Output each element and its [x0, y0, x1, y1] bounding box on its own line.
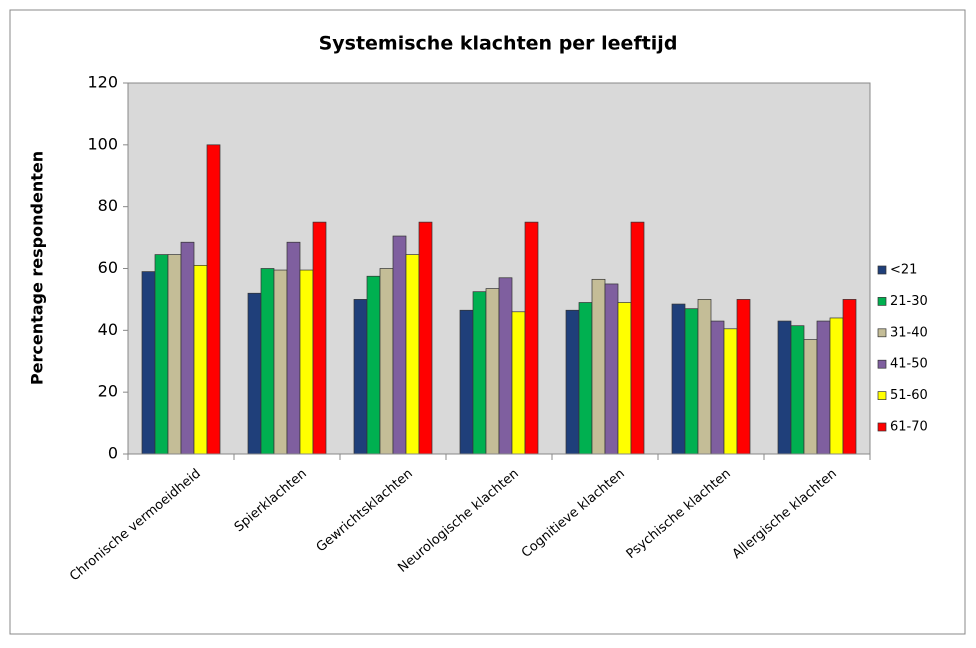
bar	[379, 268, 394, 455]
bar	[736, 299, 751, 455]
y-tick-label: 40	[98, 320, 118, 339]
bar	[630, 221, 645, 455]
legend-label: <21	[890, 263, 917, 278]
bar	[247, 292, 262, 455]
legend-swatch	[877, 422, 887, 432]
bar	[816, 320, 831, 455]
legend-swatch	[877, 328, 887, 338]
bar	[723, 328, 738, 455]
legend-label: 51-60	[890, 388, 928, 403]
bar	[829, 317, 844, 455]
bar	[684, 308, 699, 455]
legend-label: 61-70	[890, 420, 928, 435]
bar	[299, 269, 314, 455]
bar	[459, 309, 474, 455]
bar	[418, 221, 433, 455]
bar	[671, 303, 686, 455]
legend-label: 41-50	[890, 357, 928, 372]
bar	[710, 320, 725, 455]
bar	[485, 288, 500, 455]
legend-swatch	[877, 359, 887, 369]
bar	[353, 299, 368, 455]
y-axis-label: Percentage respondenten	[28, 151, 47, 385]
bar	[312, 221, 327, 455]
bar	[617, 302, 632, 455]
legend-swatch	[877, 265, 887, 275]
y-tick-label: 120	[87, 73, 118, 92]
bar	[842, 299, 857, 455]
bar	[273, 269, 288, 455]
y-tick-label: 80	[98, 196, 118, 215]
bar	[180, 241, 195, 455]
bar	[286, 241, 301, 455]
legend-swatch	[877, 297, 887, 306]
y-tick-label: 20	[98, 382, 118, 401]
bar	[392, 235, 407, 455]
bar	[803, 339, 818, 455]
bar	[511, 311, 526, 455]
y-tick-label: 60	[98, 258, 118, 277]
bar	[777, 320, 792, 455]
legend-label: 21-30	[890, 294, 928, 309]
bar	[154, 254, 169, 455]
bar	[405, 254, 420, 455]
bar	[193, 265, 208, 455]
bar	[591, 278, 606, 455]
bar	[565, 309, 580, 455]
bar	[366, 275, 381, 455]
legend-label: 31-40	[890, 325, 928, 340]
bar	[697, 299, 712, 455]
bar	[790, 325, 805, 455]
bar	[498, 277, 513, 455]
bar	[141, 271, 156, 455]
chart-title: Systemische klachten per leeftijd	[319, 33, 678, 55]
bar	[206, 144, 221, 455]
bar	[167, 254, 182, 455]
bar	[472, 291, 487, 455]
y-tick-label: 0	[108, 444, 118, 463]
bar	[578, 302, 593, 455]
bar	[524, 221, 539, 455]
bar	[260, 268, 275, 455]
y-tick-label: 100	[87, 134, 118, 153]
bar	[604, 283, 619, 455]
legend-swatch	[877, 391, 887, 400]
